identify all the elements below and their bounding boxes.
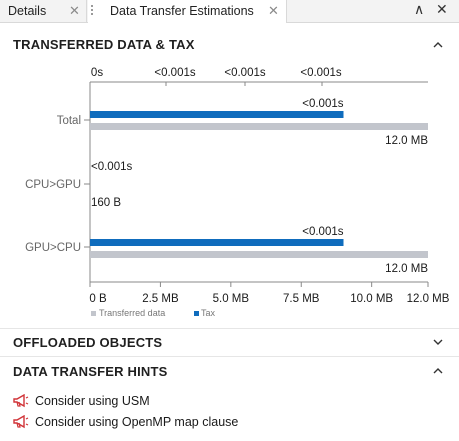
megaphone-icon: [13, 394, 29, 408]
top-tick-label: <0.001s: [154, 67, 195, 79]
section-offloaded-title[interactable]: OFFLOADED OBJECTS: [13, 335, 163, 350]
drag-grip-icon[interactable]: [91, 5, 93, 17]
tax-value-label: <0.001s: [91, 161, 132, 173]
top-tick-label: <0.001s: [300, 67, 341, 79]
legend-swatch: [194, 311, 199, 316]
tax-bar: [90, 239, 344, 246]
section-divider: [0, 328, 459, 329]
tab-bar: Details ✕ Data Transfer Estimations ✕ ∧ …: [0, 0, 459, 23]
chevron-up-icon[interactable]: [431, 364, 445, 378]
bottom-tick-label: 10.0 MB: [350, 293, 393, 305]
transferred-bar: [90, 251, 428, 258]
panel-collapse-icon[interactable]: ∧: [414, 1, 425, 17]
transfer-chart: 0s <0.001s <0.001s <0.001s 0 B 2.5 MB 5.0 MB 7.…: [25, 67, 450, 318]
chevron-up-icon[interactable]: [431, 38, 445, 52]
hint-text[interactable]: Consider using USM: [35, 394, 150, 408]
transferred-value-label: 12.0 MB: [385, 135, 428, 147]
category-label: GPU>CPU: [25, 242, 81, 254]
section-transferred-title: TRANSFERRED DATA & TAX: [13, 37, 195, 52]
legend-label: Transferred data: [99, 308, 165, 318]
section-hints-title[interactable]: DATA TRANSFER HINTS: [13, 364, 168, 379]
top-tick-label: 0s: [91, 67, 103, 79]
chevron-down-icon[interactable]: [431, 335, 445, 349]
megaphone-icon: [13, 415, 29, 429]
category-label: CPU>GPU: [25, 179, 81, 191]
tab-details[interactable]: Details ✕: [0, 0, 87, 22]
legend-swatch: [91, 311, 96, 316]
tax-value-label: <0.001s: [302, 98, 343, 110]
bottom-tick-label: 2.5 MB: [142, 293, 179, 305]
tab-details-close-icon[interactable]: ✕: [69, 3, 80, 18]
legend-label: Tax: [201, 308, 216, 318]
category-label: Total: [57, 115, 81, 127]
bottom-tick-label: 7.5 MB: [283, 293, 320, 305]
tab-details-label: Details: [8, 4, 47, 18]
bottom-tick-label: 5.0 MB: [213, 293, 250, 305]
hint-text[interactable]: Consider using OpenMP map clause: [35, 415, 239, 429]
transferred-value-label: 12.0 MB: [385, 263, 428, 275]
tab-data-transfer-close-icon[interactable]: ✕: [268, 3, 279, 18]
transferred-bar: [90, 123, 428, 130]
panel-close-icon[interactable]: ✕: [436, 1, 448, 17]
tax-bar: [90, 111, 344, 118]
transferred-value-label: 160 B: [91, 197, 121, 209]
tax-value-label: <0.001s: [302, 226, 343, 238]
tab-data-transfer-label: Data Transfer Estimations: [110, 4, 254, 18]
bottom-tick-label: 0 B: [89, 293, 107, 305]
top-tick-label: <0.001s: [224, 67, 265, 79]
bottom-tick-label: 12.0 MB: [407, 293, 450, 305]
tab-data-transfer-estimations[interactable]: Data Transfer Estimations ✕: [88, 0, 287, 23]
section-divider: [0, 356, 459, 357]
